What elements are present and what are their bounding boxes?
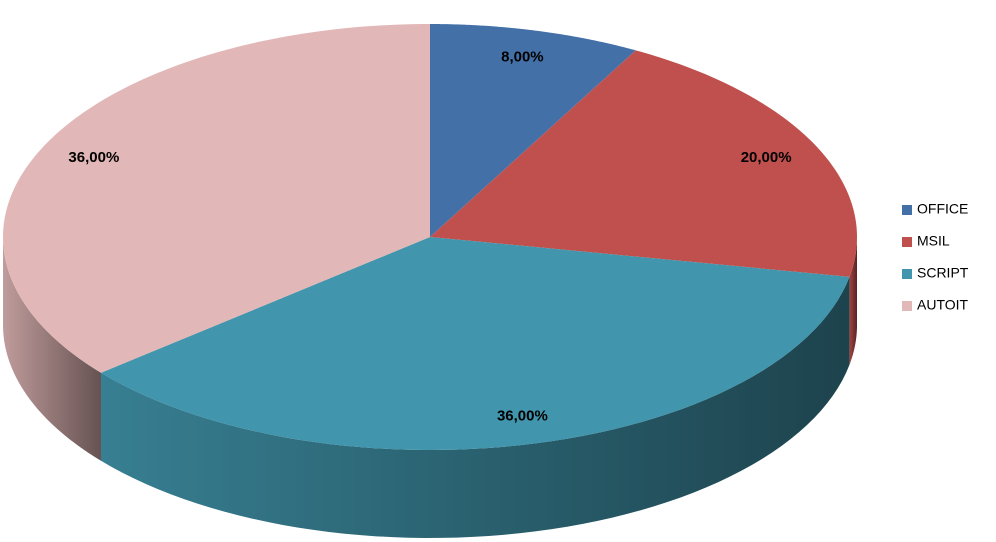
legend-label: MSIL	[917, 233, 950, 249]
data-label: 8,00%	[501, 48, 544, 65]
data-label: 36,00%	[497, 407, 548, 424]
data-label: 20,00%	[741, 149, 792, 166]
legend-label: SCRIPT	[917, 265, 969, 281]
slice-side	[849, 237, 857, 365]
slice-side	[100, 276, 850, 538]
slice	[100, 237, 850, 450]
slice	[3, 24, 431, 373]
slice	[430, 50, 857, 277]
legend-swatch	[902, 269, 912, 279]
legend-label: OFFICE	[917, 201, 968, 217]
slice-side	[3, 237, 101, 461]
legend-swatch	[902, 205, 912, 215]
legend-swatch	[902, 301, 912, 311]
data-label: 36,00%	[68, 149, 119, 166]
legend-swatch	[902, 237, 912, 247]
legend-label: AUTOIT	[917, 297, 969, 313]
slice	[430, 24, 636, 237]
